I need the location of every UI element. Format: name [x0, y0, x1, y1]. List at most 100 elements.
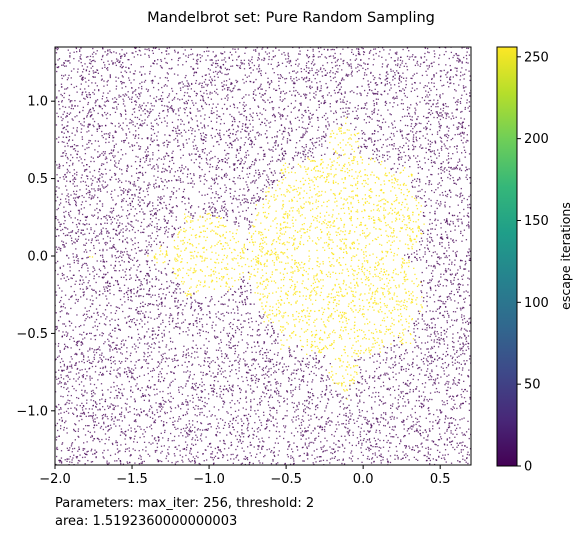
- point-escaped: [438, 126, 440, 128]
- point-inside-set: [353, 157, 355, 159]
- point-escaped: [172, 424, 174, 426]
- point-escaped: [450, 422, 453, 424]
- point-escaped: [312, 462, 314, 464]
- point-escaped: [447, 268, 450, 270]
- point-inside-set: [403, 301, 405, 303]
- point-escaped: [98, 233, 101, 235]
- point-escaped: [84, 368, 86, 370]
- point-escaped: [217, 364, 220, 366]
- point-escaped: [272, 406, 274, 409]
- point-inside-set: [334, 151, 337, 153]
- point-escaped: [241, 301, 244, 304]
- point-escaped: [444, 361, 446, 364]
- point-escaped: [226, 99, 229, 101]
- point-escaped: [444, 134, 446, 136]
- point-escaped: [255, 320, 257, 323]
- point-escaped: [178, 389, 180, 391]
- point-inside-set: [386, 174, 388, 177]
- point-escaped: [436, 157, 438, 159]
- point-escaped: [406, 383, 408, 385]
- point-inside-set: [248, 265, 250, 268]
- point-escaped: [456, 145, 458, 147]
- point-escaped: [456, 218, 458, 221]
- point-escaped: [335, 443, 337, 446]
- point-inside-set: [345, 365, 348, 368]
- point-escaped: [390, 132, 393, 135]
- point-inside-set: [418, 226, 420, 228]
- point-escaped: [394, 425, 396, 428]
- point-escaped: [300, 421, 302, 424]
- point-escaped: [61, 77, 63, 80]
- point-escaped: [312, 54, 315, 56]
- point-escaped: [57, 207, 60, 210]
- point-inside-set: [353, 366, 355, 368]
- point-escaped: [465, 262, 467, 265]
- point-escaped: [422, 147, 424, 149]
- point-inside-set: [421, 296, 423, 298]
- point-inside-set: [288, 237, 291, 239]
- point-escaped: [237, 309, 239, 311]
- point-inside-set: [391, 236, 394, 238]
- point-escaped: [128, 128, 130, 130]
- point-escaped: [257, 445, 259, 447]
- point-escaped: [221, 85, 223, 87]
- point-inside-set: [177, 255, 179, 257]
- point-escaped: [383, 412, 385, 414]
- point-inside-set: [364, 235, 366, 237]
- point-escaped: [323, 48, 325, 51]
- point-escaped: [443, 273, 445, 276]
- point-inside-set: [192, 245, 194, 247]
- point-inside-set: [286, 255, 288, 258]
- point-escaped: [427, 407, 429, 410]
- point-inside-set: [293, 196, 295, 199]
- point-escaped: [450, 443, 452, 446]
- point-escaped: [82, 375, 84, 378]
- point-escaped: [167, 106, 169, 108]
- point-inside-set: [186, 241, 189, 244]
- point-escaped: [231, 399, 233, 402]
- point-escaped: [357, 417, 359, 419]
- point-inside-set: [280, 261, 283, 263]
- point-escaped: [224, 73, 226, 76]
- point-escaped: [81, 201, 84, 203]
- point-escaped: [463, 307, 465, 309]
- point-inside-set: [180, 229, 182, 231]
- point-escaped: [325, 126, 327, 128]
- point-escaped: [91, 377, 93, 379]
- point-inside-set: [225, 268, 227, 271]
- point-escaped: [378, 353, 380, 355]
- point-escaped: [252, 462, 254, 465]
- point-escaped: [121, 49, 123, 51]
- point-escaped: [446, 236, 448, 239]
- point-escaped: [441, 114, 443, 116]
- point-escaped: [412, 75, 414, 77]
- point-escaped: [114, 62, 116, 64]
- point-escaped: [158, 403, 160, 405]
- point-escaped: [158, 48, 160, 50]
- point-escaped: [276, 179, 278, 181]
- point-escaped: [390, 70, 392, 72]
- point-escaped: [117, 225, 120, 227]
- point-escaped: [356, 48, 358, 50]
- point-escaped: [187, 85, 189, 88]
- point-escaped: [288, 60, 290, 62]
- point-escaped: [187, 82, 189, 84]
- point-escaped: [110, 386, 112, 388]
- point-escaped: [243, 279, 245, 282]
- point-escaped: [429, 454, 431, 456]
- point-escaped: [212, 178, 214, 181]
- point-inside-set: [360, 268, 363, 271]
- point-escaped: [66, 255, 68, 257]
- point-escaped: [461, 110, 463, 113]
- point-escaped: [265, 373, 267, 375]
- point-escaped: [224, 184, 226, 186]
- point-inside-set: [286, 215, 289, 217]
- point-escaped: [443, 457, 445, 459]
- point-escaped: [68, 390, 70, 393]
- point-escaped: [459, 168, 461, 171]
- point-escaped: [131, 175, 133, 177]
- point-escaped: [93, 424, 96, 426]
- point-escaped: [156, 135, 158, 137]
- point-escaped: [336, 100, 339, 102]
- point-escaped: [354, 128, 356, 131]
